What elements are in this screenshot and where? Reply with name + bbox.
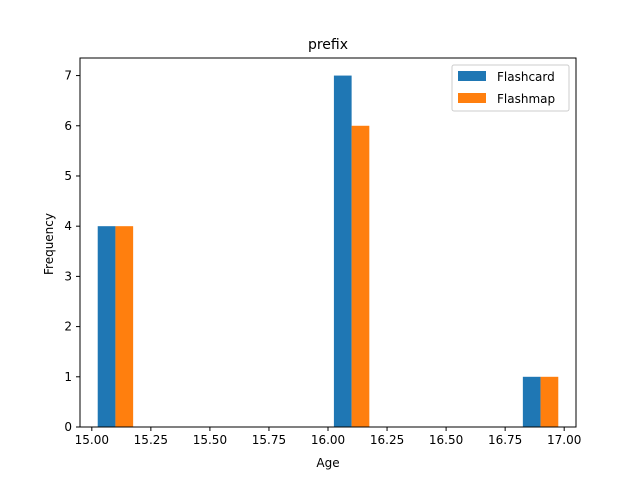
y-tick-label: 3: [64, 269, 72, 283]
y-axis-label: Frequency: [42, 213, 56, 275]
legend-swatch-flashcard: [458, 71, 486, 81]
x-tick-label: 15.00: [75, 433, 109, 447]
x-tick-label: 17.00: [547, 433, 581, 447]
y-tick-label: 5: [64, 169, 72, 183]
y-tick-label: 2: [64, 320, 72, 334]
y-tick-label: 6: [64, 119, 72, 133]
x-tick-label: 16.00: [311, 433, 345, 447]
bar-flashcard-1: [333, 75, 352, 428]
y-tick-label: 4: [64, 219, 72, 233]
bar-flashmap-1: [351, 125, 370, 427]
legend-swatch-flashmap: [458, 93, 486, 103]
legend-label-flashcard: Flashcard: [497, 70, 555, 84]
bar-flashmap-2: [540, 376, 559, 427]
x-tick-label: 16.25: [370, 433, 404, 447]
x-tick-label: 16.75: [488, 433, 522, 447]
y-tick-label: 1: [64, 370, 72, 384]
plot-frame: [79, 57, 577, 428]
x-axis-label: Age: [316, 456, 339, 470]
bars-group: [97, 75, 559, 428]
bar-flashcard-2: [522, 376, 541, 427]
bar-flashcard-0: [97, 226, 116, 427]
y-tick-label: 7: [64, 69, 72, 83]
y-tick-label: 0: [64, 420, 72, 434]
bar-flashmap-0: [115, 226, 134, 427]
legend: Flashcard Flashmap: [451, 64, 570, 112]
y-axis-ticks: 0 1 2 3 4 5 6 7: [64, 69, 80, 434]
chart-title: prefix: [308, 37, 348, 53]
x-tick-label: 15.50: [193, 433, 227, 447]
x-tick-label: 16.50: [429, 433, 463, 447]
x-axis-ticks: 15.00 15.25 15.50 15.75 16.00 16.25 16.50 16.75…: [75, 427, 581, 447]
x-tick-label: 15.75: [252, 433, 286, 447]
x-tick-label: 15.25: [134, 433, 168, 447]
legend-label-flashmap: Flashmap: [497, 92, 555, 106]
